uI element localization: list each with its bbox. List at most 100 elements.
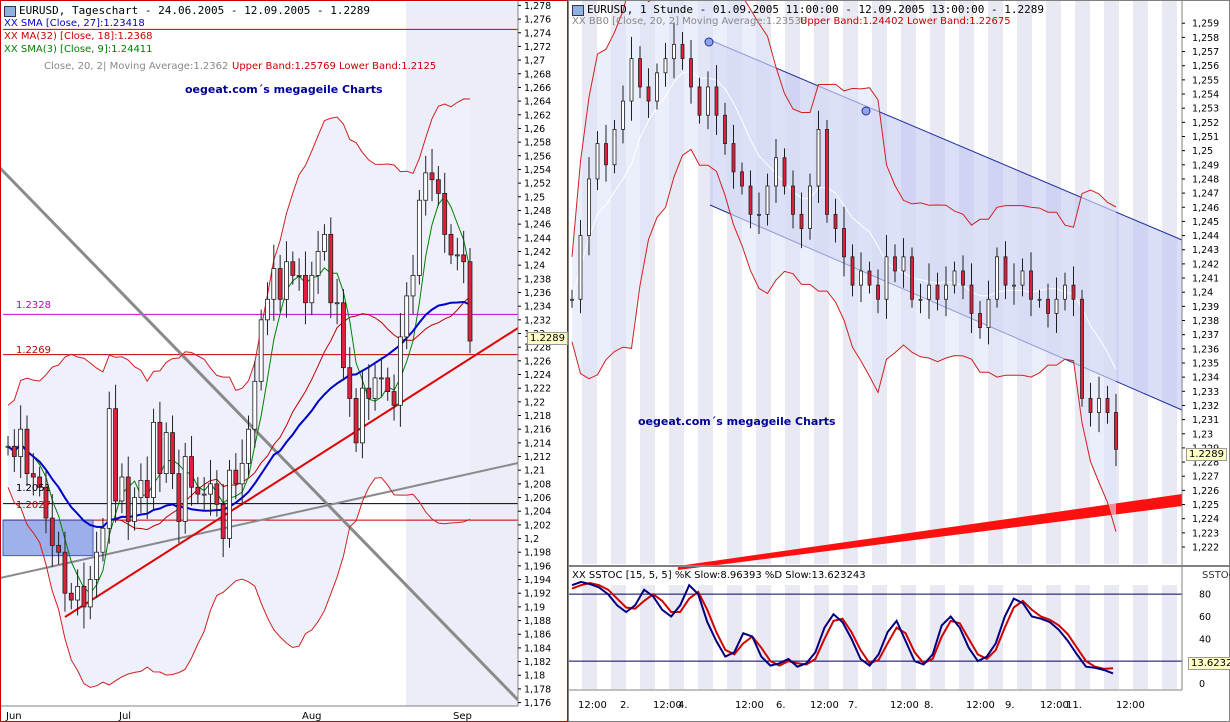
stoch-y-tick-label: 0: [1199, 679, 1205, 690]
daily-candle: [442, 192, 448, 235]
daily-y-tick-label: 1,262: [524, 110, 551, 121]
stoch-d-line: [571, 581, 1114, 670]
hourly-candle: [995, 256, 999, 300]
daily-x-tick-label: Aug: [302, 711, 322, 722]
daily-candle: [125, 476, 131, 522]
hourly-candle: [986, 298, 991, 328]
daily-candle: [404, 295, 410, 338]
hourly-candle: [961, 270, 965, 286]
hourly-candle: [1105, 397, 1110, 413]
daily-y-tick-label: 1,274: [524, 28, 551, 39]
daily-candle: [334, 302, 340, 305]
daily-candle: [208, 483, 213, 495]
hourly-y-tick-label: 1,235: [1192, 358, 1219, 369]
daily-candle: [423, 172, 429, 201]
hourly-y-tick-label: 1,245: [1192, 217, 1219, 228]
hourly-y-tick-label: 1,246: [1192, 203, 1219, 214]
hourly-candle: [799, 213, 804, 229]
hourly-candle: [731, 143, 736, 173]
hourly-y-tick-label: 1,255: [1192, 75, 1219, 86]
hourly-y-tick-label: 1,222: [1192, 543, 1219, 554]
daily-y-tick-label: 1,222: [524, 384, 551, 395]
daily-y-tick-label: 1,238: [524, 274, 551, 285]
hourly-x-tick-label: 4.: [678, 700, 688, 711]
window-icon: [4, 5, 16, 17]
hourly-candle: [680, 44, 685, 60]
hourly-candle: [689, 58, 693, 88]
window-icon: [572, 4, 584, 16]
hourly-candle: [1080, 298, 1084, 399]
daily-candle: [397, 336, 403, 406]
hourly-candle: [978, 313, 982, 328]
hourly-chart-panel[interactable]: 1,2221,2231,2241,2251,2261,2271,2281,229…: [568, 0, 1230, 722]
daily-y-tick-label: 1,204: [524, 507, 551, 518]
stoch-header: XX SSTOC [15, 5, 5] %K Slow:8.96393 %D S…: [572, 570, 866, 581]
daily-candle: [341, 302, 346, 369]
daily-candle: [176, 473, 182, 522]
daily-candle: [353, 398, 359, 444]
hourly-bb-label: XX BB0 [Close, 20, 2] Moving Average:1.2…: [572, 16, 808, 27]
hourly-candle: [757, 213, 761, 216]
daily-candle: [322, 233, 327, 252]
daily-y-tick-label: 1,19: [524, 602, 545, 613]
daily-candle: [410, 274, 416, 297]
daily-y-tick-label: 1,208: [524, 479, 551, 490]
hourly-candle: [876, 284, 880, 300]
hourly-candle: [706, 86, 710, 116]
daily-candle: [43, 486, 49, 519]
daily-candle: [372, 377, 378, 399]
daily-candle: [195, 486, 201, 495]
daily-candle: [75, 585, 81, 601]
hourly-y-tick-label: 1,243: [1192, 245, 1219, 256]
daily-y-tick-label: 1,268: [524, 69, 551, 80]
stoch-session-stripe: [1133, 585, 1148, 689]
daily-y-tick-label: 1,278: [524, 1, 551, 12]
hourly-candle: [944, 284, 948, 300]
daily-candle: [18, 428, 24, 457]
daily-chart-panel[interactable]: 1,176 1,178 1,18 1,182 1,184 1,186 1,188 1,19 1,…: [0, 0, 568, 722]
hourly-candle: [893, 256, 897, 272]
daily-candle: [378, 377, 384, 380]
daily-candle: [435, 179, 441, 194]
daily-candle: [106, 408, 112, 529]
daily-y-tick-label: 1,258: [524, 138, 551, 149]
stoch-session-stripe: [1046, 585, 1061, 689]
daily-candle: [366, 387, 372, 399]
daily-candle: [429, 172, 435, 181]
hourly-candle: [1054, 298, 1059, 314]
hourly-y-tick-label: 1,254: [1192, 90, 1219, 101]
stoch-session-stripe: [1162, 585, 1177, 689]
hourly-candle: [927, 284, 931, 300]
daily-y-tick-label: 1,26: [524, 124, 545, 135]
hourly-candle: [782, 157, 787, 187]
hourly-y-tick-label: 1,237: [1192, 330, 1219, 341]
hourly-candle: [1063, 284, 1067, 300]
hourly-y-tick-label: 1,257: [1192, 47, 1219, 58]
daily-candle: [56, 544, 62, 553]
stoch-session-stripe: [872, 585, 887, 689]
daily-candle: [303, 274, 308, 304]
stoch-session-stripe: [698, 585, 713, 689]
hourly-y-tick-label: 1,236: [1192, 344, 1219, 355]
daily-candle: [113, 408, 118, 502]
hourly-candle: [587, 178, 591, 236]
daily-y-tick-label: 1,25: [524, 192, 545, 203]
daily-candle: [309, 274, 315, 304]
hourly-x-tick-label: 12:00: [735, 700, 764, 711]
daily-candle: [201, 493, 207, 496]
hourly-y-tick-label: 1,259: [1192, 19, 1219, 30]
hourly-candle: [867, 270, 872, 286]
daily-y-tick-label: 1,178: [524, 684, 551, 695]
daily-watermark: oegeat.com´s megageile Charts: [185, 83, 383, 96]
daily-y-tick-label: 1,212: [524, 452, 551, 463]
hourly-candle: [816, 129, 821, 187]
daily-candle: [189, 456, 194, 488]
daily-candle: [416, 199, 422, 276]
hourly-candle: [1020, 270, 1025, 286]
hourly-x-tick-label: 2.: [620, 700, 630, 711]
hourly-candle: [655, 72, 659, 102]
level-label-1: 1.2328: [16, 300, 51, 311]
stoch-session-stripe: [1104, 585, 1119, 689]
daily-y-tick-label: 1,194: [524, 575, 551, 586]
daily-y-tick-label: 1,228: [524, 343, 551, 354]
